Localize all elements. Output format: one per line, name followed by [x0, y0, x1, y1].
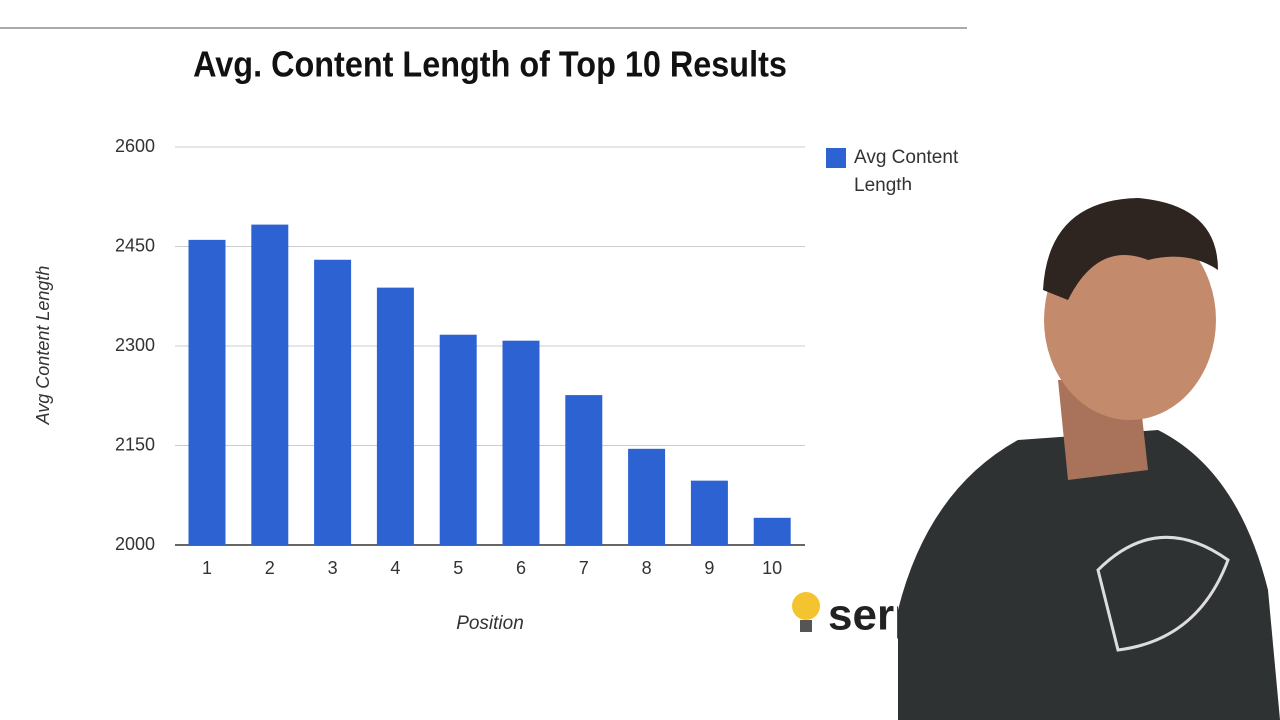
legend: Avg Content Length: [826, 144, 967, 204]
x-tick-label: 3: [328, 558, 338, 578]
x-tick-label: 1: [202, 558, 212, 578]
bar: [565, 395, 603, 545]
x-tick-label: 9: [704, 558, 714, 578]
y-axis-title: Avg Content Length: [33, 266, 53, 426]
x-tick-label: 7: [579, 558, 589, 578]
person-photo: [898, 190, 1280, 720]
bar: [628, 448, 666, 545]
bar: [502, 340, 540, 545]
bar: [376, 287, 414, 545]
bar: [439, 334, 477, 545]
legend-swatch: [826, 148, 846, 168]
watermark: serp: [788, 588, 906, 640]
x-axis-title: Position: [456, 613, 524, 634]
y-tick-label: 2450: [115, 235, 155, 255]
chart-title: Avg. Content Length of Top 10 Results: [193, 45, 787, 85]
bar: [753, 517, 791, 545]
watermark-logo: serp: [792, 591, 906, 640]
bar: [690, 480, 728, 545]
bar: [314, 259, 352, 545]
bar: [188, 239, 226, 545]
y-tick-label: 2150: [115, 434, 155, 454]
x-tick-label: 6: [516, 558, 526, 578]
chart: Avg. Content Length of Top 10 Results Av…: [0, 27, 967, 634]
y-tick-label: 2300: [115, 335, 155, 355]
x-tick-label: 8: [642, 558, 652, 578]
x-tick-label: 5: [453, 558, 463, 578]
y-tick-label: 2000: [115, 534, 155, 554]
x-tick-label: 2: [265, 558, 275, 578]
legend-label: Avg Content Length: [854, 147, 959, 196]
watermark-text: serp: [828, 591, 906, 640]
y-tick-label: 2600: [115, 136, 155, 156]
x-tick-label: 4: [390, 558, 400, 578]
x-tick-label: 10: [762, 558, 782, 578]
bar: [251, 224, 289, 546]
